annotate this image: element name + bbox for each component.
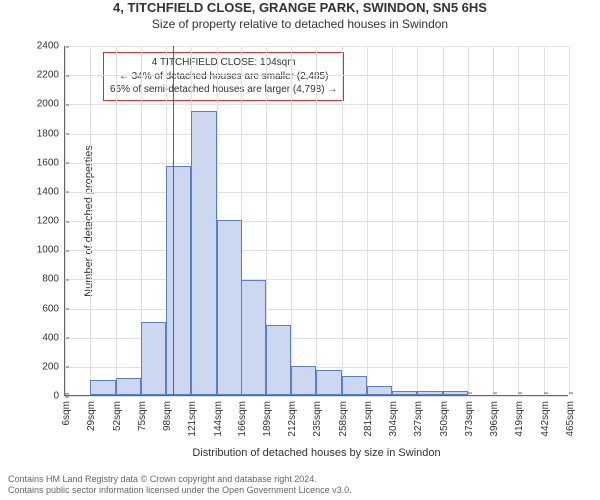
x-tick-label: 304sqm — [388, 395, 399, 437]
info-line-smaller: ← 34% of detached houses are smaller (2,… — [110, 70, 337, 84]
x-tick-label: 373sqm — [464, 395, 475, 437]
grid-line-v — [367, 46, 368, 395]
y-tick-label: 600 — [42, 303, 65, 314]
histogram-bar — [141, 322, 166, 395]
grid-line-v — [392, 46, 393, 395]
x-tick-label: 121sqm — [187, 395, 198, 437]
histogram-bar — [217, 220, 242, 395]
x-tick-label: 419sqm — [514, 395, 525, 437]
x-tick-label: 75sqm — [137, 395, 148, 431]
x-tick-label: 327sqm — [413, 395, 424, 437]
x-tick-label: 442sqm — [540, 395, 551, 437]
x-tick-label: 6sqm — [61, 395, 72, 425]
x-axis-label: Distribution of detached houses by size … — [65, 447, 568, 459]
histogram-bar — [291, 366, 316, 395]
grid-line-v — [417, 46, 418, 395]
y-tick-label: 2400 — [37, 41, 65, 52]
x-tick-label: 212sqm — [287, 395, 298, 437]
histogram-bar — [342, 376, 367, 395]
x-tick-label: 350sqm — [439, 395, 450, 437]
y-tick-label: 200 — [42, 361, 65, 372]
x-tick-label: 52sqm — [112, 395, 123, 431]
property-marker-line — [173, 46, 174, 395]
x-tick-label: 258sqm — [338, 395, 349, 437]
grid-line-v — [342, 46, 343, 395]
x-tick-label: 29sqm — [86, 395, 97, 431]
histogram-bar — [417, 391, 442, 395]
x-tick-label: 189sqm — [262, 395, 273, 437]
attribution-caption: Contains HM Land Registry data © Crown c… — [8, 474, 352, 497]
y-tick-label: 1000 — [37, 245, 65, 256]
x-tick-label: 144sqm — [213, 395, 224, 437]
grid-line-v — [443, 46, 444, 395]
x-tick-label: 396sqm — [489, 395, 500, 437]
histogram-bar — [392, 391, 417, 395]
info-line-property: 4 TITCHFIELD CLOSE: 104sqm — [110, 56, 337, 70]
y-tick-label: 2000 — [37, 99, 65, 110]
x-tick-label: 166sqm — [237, 395, 248, 437]
x-tick-label: 98sqm — [162, 395, 173, 431]
y-tick-label: 2200 — [37, 70, 65, 81]
histogram-bar — [367, 386, 392, 395]
chart-area: Number of detached properties Distributi… — [64, 46, 568, 396]
histogram-bar — [191, 111, 216, 395]
x-tick-label: 281sqm — [363, 395, 374, 437]
histogram-bar — [241, 280, 266, 395]
grid-line-v — [544, 46, 545, 395]
histogram-bar — [116, 378, 141, 396]
grid-line-v — [65, 46, 66, 395]
grid-line-v — [569, 46, 570, 395]
histogram-bar — [90, 380, 115, 395]
chart-title: 4, TITCHFIELD CLOSE, GRANGE PARK, SWINDO… — [0, 0, 600, 17]
chart-subtitle: Size of property relative to detached ho… — [0, 17, 600, 31]
caption-line-1: Contains HM Land Registry data © Crown c… — [8, 474, 352, 485]
y-tick-label: 1400 — [37, 186, 65, 197]
grid-line-v — [316, 46, 317, 395]
y-tick-label: 1200 — [37, 216, 65, 227]
histogram-bar — [166, 166, 191, 395]
grid-line-v — [291, 46, 292, 395]
y-tick-label: 400 — [42, 332, 65, 343]
grid-line-v — [493, 46, 494, 395]
grid-line-v — [116, 46, 117, 395]
caption-line-2: Contains public sector information licen… — [8, 485, 352, 496]
plot-region: Number of detached properties Distributi… — [64, 46, 568, 396]
y-tick-label: 1800 — [37, 128, 65, 139]
info-line-larger: 66% of semi-detached houses are larger (… — [110, 83, 337, 97]
x-tick-label: 235sqm — [312, 395, 323, 437]
marker-info-box: 4 TITCHFIELD CLOSE: 104sqm ← 34% of deta… — [103, 52, 344, 101]
grid-line-v — [518, 46, 519, 395]
x-tick-label: 465sqm — [565, 395, 576, 437]
grid-line-v — [90, 46, 91, 395]
y-tick-label: 800 — [42, 274, 65, 285]
grid-line-v — [468, 46, 469, 395]
histogram-bar — [443, 391, 468, 395]
histogram-bar — [316, 370, 341, 395]
y-tick-label: 1600 — [37, 157, 65, 168]
histogram-bar — [266, 325, 291, 395]
